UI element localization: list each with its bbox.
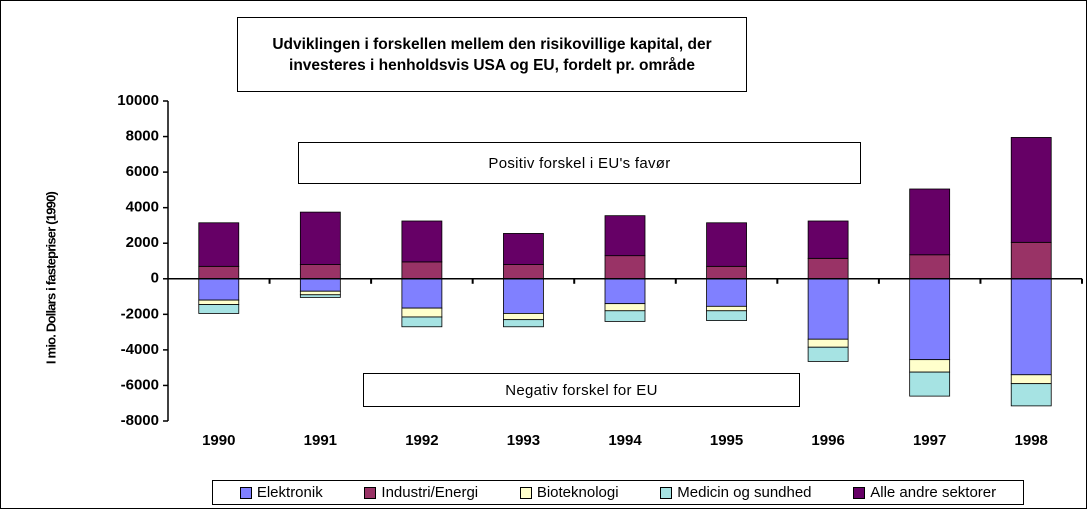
bar-segment — [807, 338, 849, 348]
bar-segment — [503, 319, 544, 328]
y-tick-label: -6000 — [121, 376, 159, 393]
bar-segment — [503, 264, 544, 280]
x-tick-label: 1990 — [202, 432, 235, 449]
bar-segment — [1010, 374, 1052, 385]
y-tick-label: -2000 — [121, 305, 159, 322]
bar-segment — [706, 310, 747, 321]
bar-segment — [807, 278, 849, 340]
y-axis-label: I mio. Dollars i fastepriser (1990) — [43, 191, 58, 364]
legend-label: Industri/Energi — [381, 484, 479, 501]
bar-segment — [706, 222, 747, 267]
bar-segment — [299, 294, 341, 298]
y-tick-label: 2000 — [126, 234, 159, 251]
bar-segment — [299, 264, 341, 280]
x-tick-label: 1996 — [811, 432, 844, 449]
legend-swatch — [519, 486, 532, 499]
y-tick-label: -8000 — [121, 412, 159, 429]
bar-segment — [401, 278, 443, 309]
bar-segment — [299, 211, 341, 265]
x-tick-label: 1995 — [710, 432, 743, 449]
bar-segment — [198, 304, 240, 314]
bar-segment — [401, 316, 443, 328]
legend: Elektronik Industri/Energi Bioteknologi Med… — [212, 480, 1024, 505]
bar-segment — [604, 278, 646, 305]
legend-swatch — [364, 486, 377, 499]
bar-segment — [807, 220, 849, 259]
legend-label: Elektronik — [256, 484, 323, 501]
bar-segment — [604, 310, 646, 322]
bar-segment — [1010, 278, 1052, 376]
legend-label: Bioteknologi — [536, 484, 619, 501]
bar-segment — [299, 290, 341, 296]
bar-segment — [706, 305, 747, 312]
bar-segment — [909, 254, 951, 280]
x-tick-label: 1998 — [1015, 432, 1048, 449]
bar-segment — [503, 278, 544, 314]
x-tick-label: 1994 — [608, 432, 642, 449]
legend-label: Alle andre sektorer — [870, 484, 997, 501]
legend-item: Alle andre sektorer — [853, 484, 996, 501]
y-tick-label: 0 — [151, 270, 159, 287]
bar-segment — [503, 313, 544, 321]
x-tick-label: 1992 — [405, 432, 438, 449]
x-tick-label: 1991 — [304, 432, 337, 449]
annotation: Negativ forskel for EU — [363, 373, 800, 407]
bar-segment — [706, 265, 747, 280]
y-tick-label: 6000 — [126, 163, 159, 180]
bar-segment — [706, 278, 747, 307]
x-tick-label: 1997 — [913, 432, 946, 449]
legend-item: Bioteknologi — [519, 484, 619, 501]
chart-title: Udviklingen i forskellen mellem den risi… — [237, 17, 747, 92]
bar-segment — [299, 278, 341, 292]
legend-swatch — [239, 486, 252, 499]
legend-swatch — [660, 486, 673, 499]
x-tick-label: 1993 — [507, 432, 540, 449]
bar-segment — [1010, 383, 1052, 407]
bar-segment — [401, 220, 443, 263]
legend-label: Medicin og sundhed — [677, 484, 812, 501]
bar-segment — [1010, 137, 1052, 243]
legend-item: Industri/Energi — [364, 484, 478, 501]
bar-segment — [909, 278, 951, 361]
bar-segment — [807, 346, 849, 362]
bar-segment — [198, 265, 240, 280]
bar-segment — [909, 359, 951, 373]
bar-segment — [909, 188, 951, 256]
legend-item: Elektronik — [239, 484, 323, 501]
bar-segment — [604, 303, 646, 312]
y-tick-label: 4000 — [126, 199, 159, 216]
bar-segment — [1010, 241, 1052, 280]
bar-segment — [198, 278, 240, 301]
y-tick-label: -4000 — [121, 341, 159, 358]
bar-segment — [503, 233, 544, 265]
bar-segment — [807, 257, 849, 280]
y-tick-label: 8000 — [126, 128, 159, 145]
bar-segment — [198, 299, 240, 305]
bar-segment — [909, 371, 951, 397]
legend-item: Medicin og sundhed — [660, 484, 812, 501]
y-tick-label: 10000 — [117, 92, 159, 109]
bar-segment — [401, 261, 443, 280]
legend-swatch — [853, 486, 866, 499]
bar-segment — [401, 307, 443, 318]
bar-segment — [198, 222, 240, 267]
annotation: Positiv forskel i EU's favør — [298, 142, 861, 184]
bar-segment — [604, 215, 646, 257]
bar-segment — [604, 255, 646, 280]
